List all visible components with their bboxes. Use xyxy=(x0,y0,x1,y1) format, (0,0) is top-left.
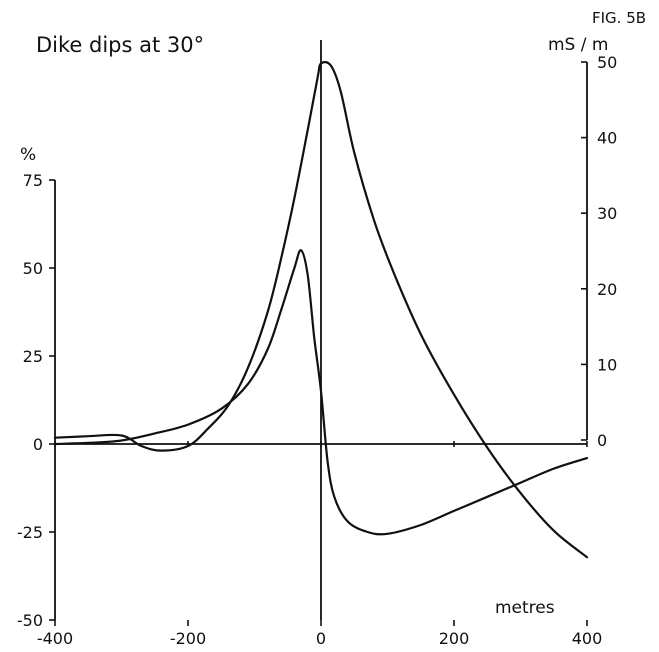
series-line-percent xyxy=(53,249,589,536)
left-axis-unit: % xyxy=(20,145,36,165)
series-line-conductivity xyxy=(53,61,589,559)
chart-title: Dike dips at 30° xyxy=(36,33,204,57)
left-tick-label: 75 xyxy=(23,171,43,190)
x-tick-label: 0 xyxy=(316,629,326,648)
left-tick-label: -50 xyxy=(17,611,43,630)
right-axis-unit: mS / m xyxy=(548,35,608,55)
left-axis-ticks: -50 -25 0 25 50 75 xyxy=(17,171,55,630)
right-tick-label: 0 xyxy=(597,431,607,450)
left-tick-label: 0 xyxy=(33,435,43,454)
left-tick-label: 50 xyxy=(23,259,43,278)
left-tick-label: -25 xyxy=(17,523,43,542)
x-axis-label: metres xyxy=(495,598,555,618)
right-tick-label: 20 xyxy=(597,280,617,299)
x-tick-label: -400 xyxy=(37,629,73,648)
figure-label: FIG. 5B xyxy=(592,9,646,27)
right-tick-label: 40 xyxy=(597,129,617,148)
right-tick-label: 50 xyxy=(597,53,617,72)
x-tick-label: 200 xyxy=(439,629,470,648)
right-axis-ticks: 0 10 20 30 40 50 xyxy=(581,53,617,450)
x-tick-label: -200 xyxy=(170,629,206,648)
right-tick-label: 10 xyxy=(597,355,617,374)
x-axis-ticks: -400 -200 0 200 400 xyxy=(37,441,602,648)
right-tick-label: 30 xyxy=(597,204,617,223)
x-tick-label: 400 xyxy=(572,629,603,648)
left-tick-label: 25 xyxy=(23,347,43,366)
